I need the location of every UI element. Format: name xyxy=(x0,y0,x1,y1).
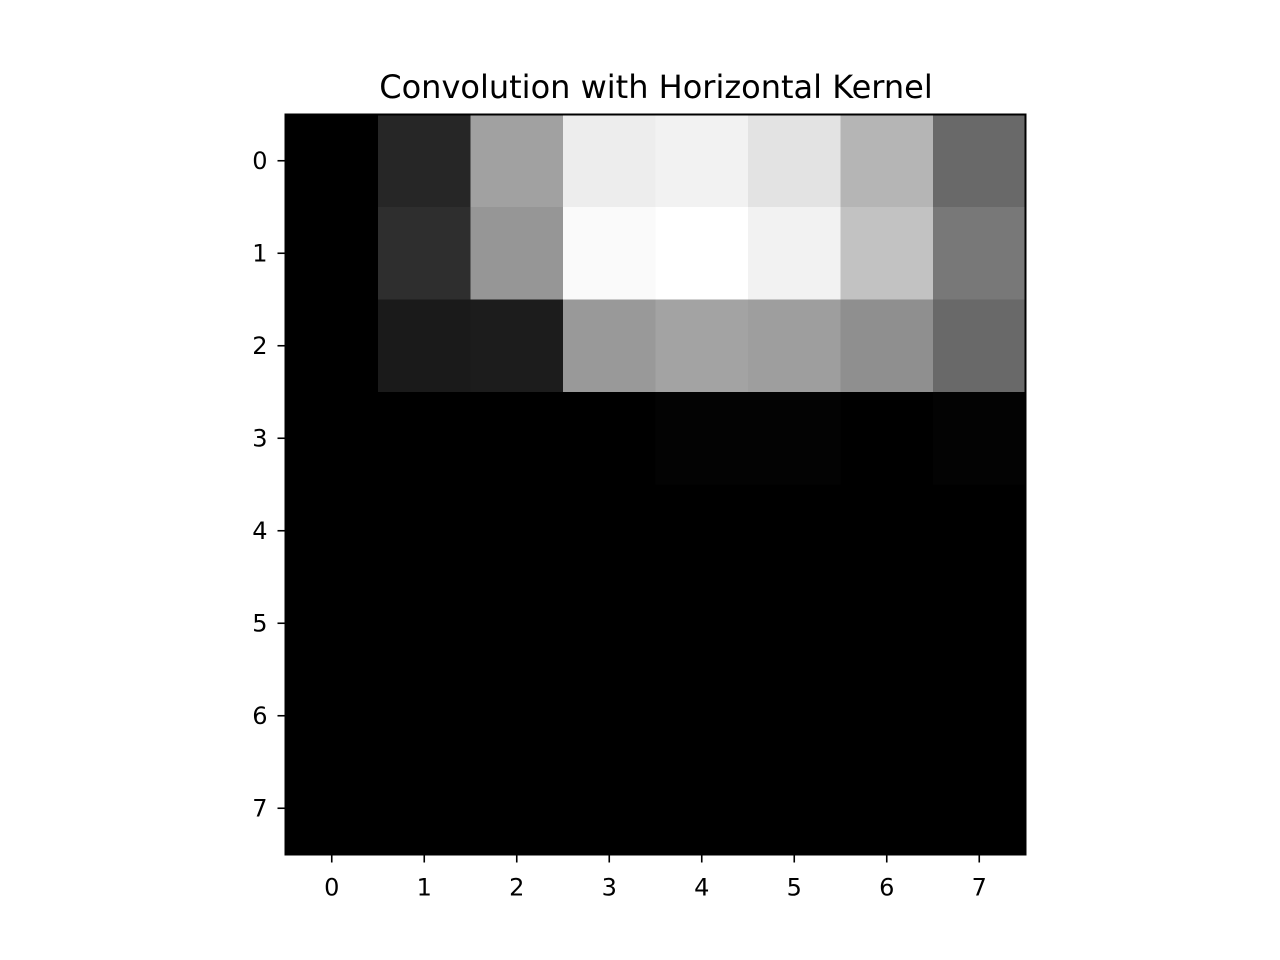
heatmap-cell-r0-c7 xyxy=(933,114,1026,208)
heatmap-cell-r4-c5 xyxy=(748,484,841,578)
y-tick-label-0: 0 xyxy=(252,147,267,175)
heatmap-cell-r1-c0 xyxy=(285,207,379,300)
y-tick-label-6: 6 xyxy=(252,702,267,730)
heatmap-cell-r4-c1 xyxy=(378,484,471,578)
heatmap-cell-r5-c4 xyxy=(655,577,749,670)
heatmap-cell-r0-c1 xyxy=(378,114,471,208)
heatmap-cell-r6-c3 xyxy=(563,669,656,763)
heatmap-cell-r1-c5 xyxy=(748,207,841,300)
x-tick-label-3: 3 xyxy=(602,874,617,902)
x-axis: 0 1 2 3 4 5 6 7 xyxy=(324,854,987,902)
heatmap-cell-r2-c4 xyxy=(655,299,749,393)
heatmap-cell-r3-c4 xyxy=(655,392,749,485)
heatmap-cell-r4-c3 xyxy=(563,484,656,578)
heatmap-cell-r5-c6 xyxy=(840,577,934,670)
x-tick-label-5: 5 xyxy=(787,874,802,902)
x-tick-label-0: 0 xyxy=(324,874,339,902)
heatmap-cell-r7-c2 xyxy=(470,762,564,855)
heatmap-cell-r7-c7 xyxy=(933,762,1026,855)
heatmap-cell-r2-c6 xyxy=(840,299,934,393)
x-tick-label-2: 2 xyxy=(509,874,524,902)
heatmap-cell-r6-c2 xyxy=(470,669,564,763)
heatmap-cell-r3-c2 xyxy=(470,392,564,485)
heatmap-cell-r0-c0 xyxy=(285,114,379,208)
heatmap-cell-r0-c2 xyxy=(470,114,564,208)
heatmap-cell-r0-c5 xyxy=(748,114,841,208)
heatmap-cell-r1-c3 xyxy=(563,207,656,300)
heatmap-cell-r0-c4 xyxy=(655,114,749,208)
heatmap-cell-r3-c1 xyxy=(378,392,471,485)
heatmap-cell-r3-c7 xyxy=(933,392,1026,485)
heatmap-cell-r3-c0 xyxy=(285,392,379,485)
heatmap-cell-r5-c2 xyxy=(470,577,564,670)
heatmap-cell-r6-c6 xyxy=(840,669,934,763)
heatmap-cell-r2-c1 xyxy=(378,299,471,393)
heatmap-cell-r5-c3 xyxy=(563,577,656,670)
x-tick-label-1: 1 xyxy=(417,874,432,902)
heatmap-cell-r3-c6 xyxy=(840,392,934,485)
heatmap-cell-r6-c7 xyxy=(933,669,1026,763)
heatmap-cell-r2-c5 xyxy=(748,299,841,393)
heatmap-cell-r4-c4 xyxy=(655,484,749,578)
chart-title: Convolution with Horizontal Kernel xyxy=(379,68,933,106)
heatmap-cell-r7-c6 xyxy=(840,762,934,855)
heatmap-cell-r5-c7 xyxy=(933,577,1026,670)
y-tick-label-7: 7 xyxy=(252,794,267,822)
heatmap-cell-r4-c2 xyxy=(470,484,564,578)
heatmap-cell-r2-c2 xyxy=(470,299,564,393)
heatmap-cell-r1-c7 xyxy=(933,207,1026,300)
heatmap-cell-r3-c5 xyxy=(748,392,841,485)
heatmap-cell-r2-c7 xyxy=(933,299,1026,393)
y-tick-label-3: 3 xyxy=(252,424,267,452)
heatmap-cell-r7-c5 xyxy=(748,762,841,855)
plot-frame xyxy=(284,113,1027,856)
heatmap-cell-r1-c2 xyxy=(470,207,564,300)
heatmap-cell-r6-c1 xyxy=(378,669,471,763)
y-tick-label-2: 2 xyxy=(252,332,267,360)
heatmap-cell-r6-c4 xyxy=(655,669,749,763)
heatmap-cell-r4-c0 xyxy=(285,484,379,578)
y-axis: 0 1 2 3 4 5 6 7 xyxy=(252,147,286,822)
x-tick-label-4: 4 xyxy=(694,874,709,902)
heatmap-cell-r5-c0 xyxy=(285,577,379,670)
heatmap-cell-r4-c6 xyxy=(840,484,934,578)
heatmap-cell-r5-c1 xyxy=(378,577,471,670)
heatmap-cell-r2-c0 xyxy=(285,299,379,393)
heatmap-cell-r6-c0 xyxy=(285,669,379,763)
heatmap-cell-r5-c5 xyxy=(748,577,841,670)
heatmap-cell-r3-c3 xyxy=(563,392,656,485)
y-tick-label-5: 5 xyxy=(252,609,267,637)
heatmap-cell-r6-c5 xyxy=(748,669,841,763)
heatmap-cell-r1-c6 xyxy=(840,207,934,300)
heatmap-cell-r7-c4 xyxy=(655,762,749,855)
y-tick-label-4: 4 xyxy=(252,517,267,545)
y-tick-label-1: 1 xyxy=(252,239,267,267)
heatmap-cell-r1-c4 xyxy=(655,207,749,300)
x-tick-label-6: 6 xyxy=(879,874,894,902)
heatmap-cells xyxy=(285,114,1026,855)
heatmap-cell-r7-c0 xyxy=(285,762,379,855)
heatmap-cell-r2-c3 xyxy=(563,299,656,393)
heatmap-cell-r0-c6 xyxy=(840,114,934,208)
heatmap-cell-r1-c1 xyxy=(378,207,471,300)
heatmap-cell-r4-c7 xyxy=(933,484,1026,578)
heatmap-cell-r0-c3 xyxy=(563,114,656,208)
x-tick-label-7: 7 xyxy=(972,874,987,902)
heatmap-cell-r7-c1 xyxy=(378,762,471,855)
heatmap-cell-r7-c3 xyxy=(563,762,656,855)
